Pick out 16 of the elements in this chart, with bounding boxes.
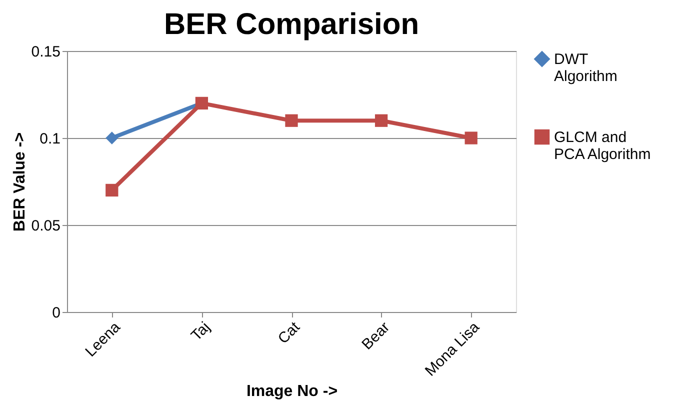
y-tick-label: 0.05 [31,218,60,234]
x-tick-label: Cat [274,318,304,348]
x-tick-label: Taj [188,318,214,344]
x-axis-title: Image No -> [246,383,338,400]
y-axis-title: BER Value -> [11,132,28,232]
legend-label: DWT Algorithm [554,51,618,85]
point [374,114,388,127]
point [106,132,118,144]
point [464,132,478,144]
legend-label: GLCM and PCA Algorithm [554,129,651,163]
chart-title: BER Comparision [164,8,420,41]
y-tick-label: 0.1 [40,130,60,148]
y-tick-label: 0.15 [31,44,60,60]
y-tick-label: 0 [52,304,60,322]
point [285,114,298,127]
point [106,184,118,197]
